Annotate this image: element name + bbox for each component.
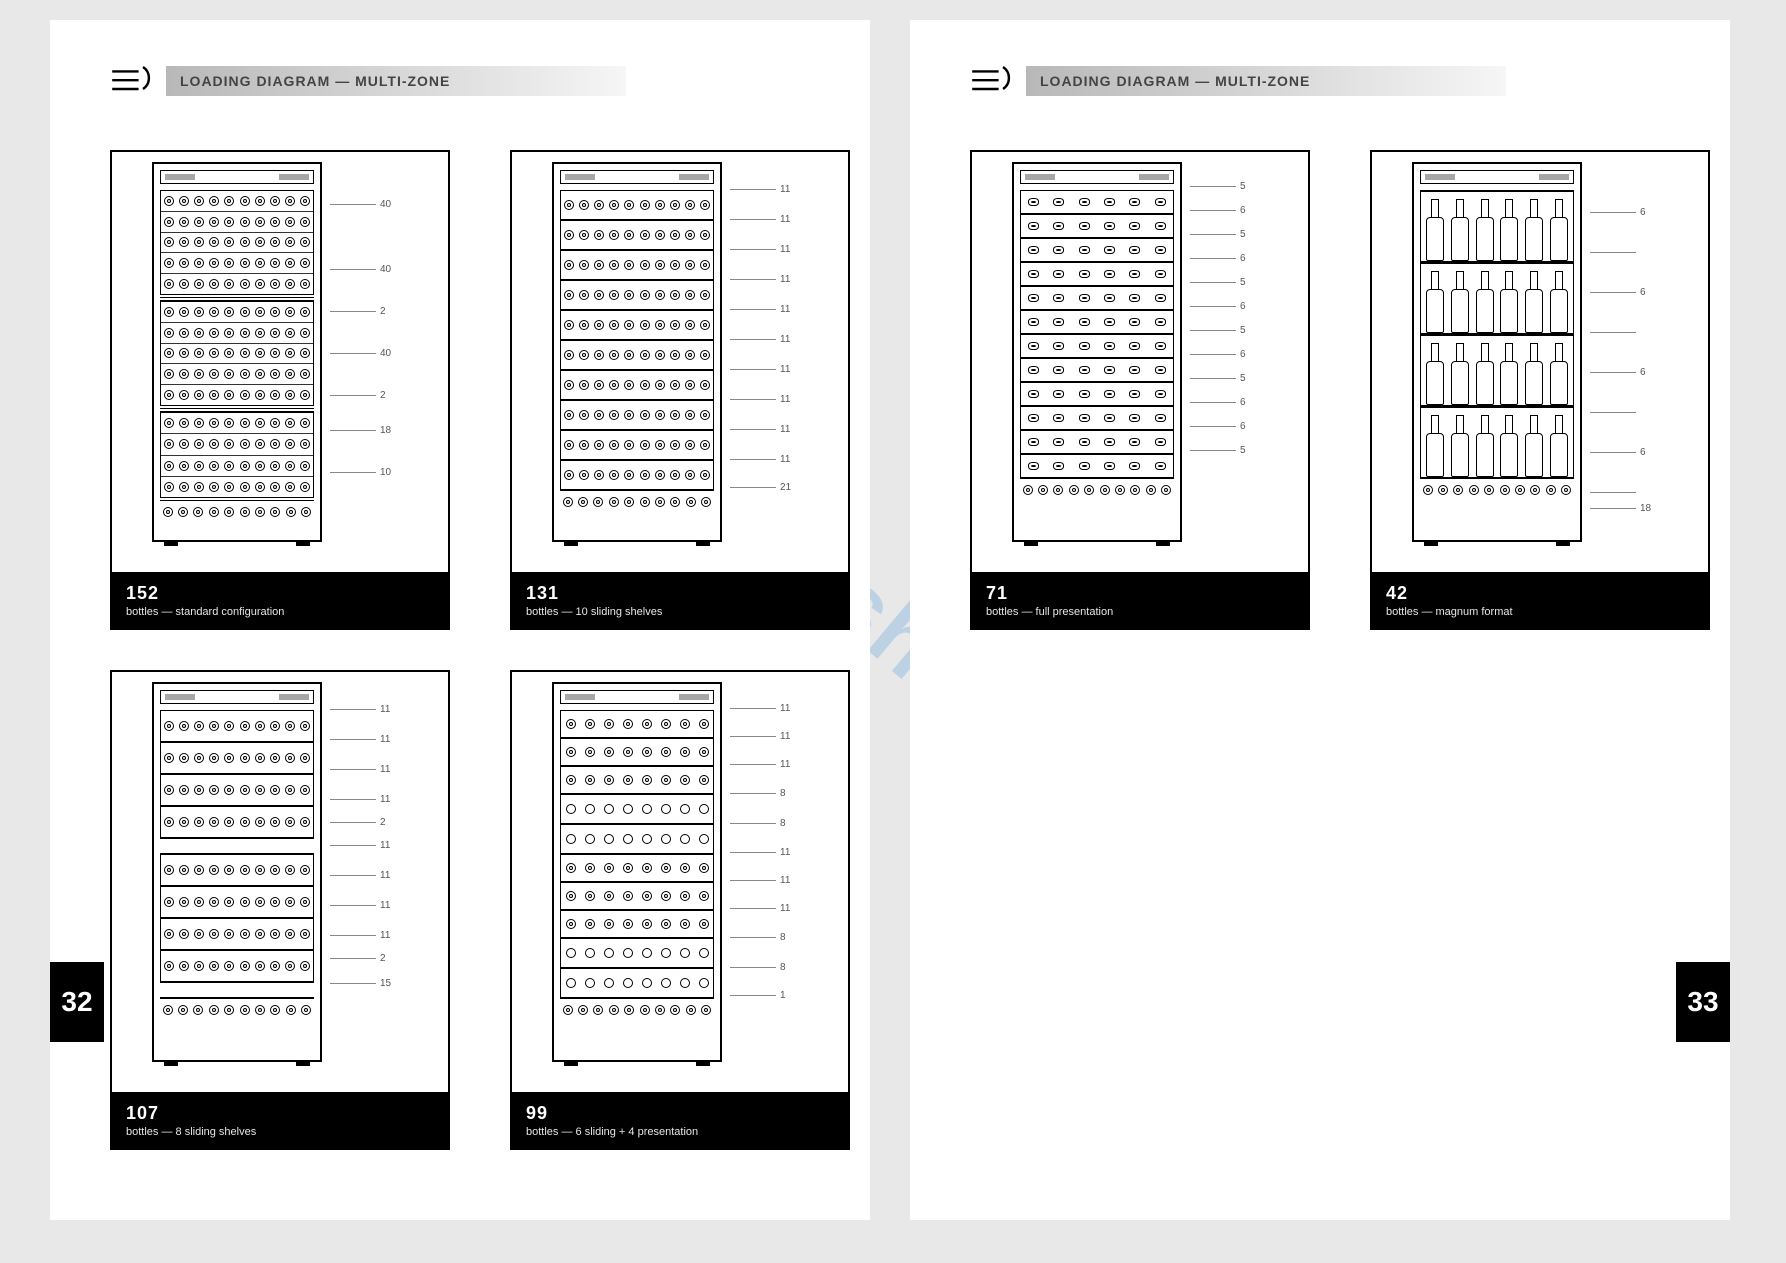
config-description: bottles — 10 sliding shelves — [526, 606, 848, 618]
config-card: 11111111211111111215 107 bottles — 8 sli… — [110, 670, 450, 1150]
lead-line: 5 — [1190, 222, 1246, 246]
lead-line: 11 — [730, 838, 790, 866]
bottle-count: 71 — [986, 583, 1308, 604]
page-left: 32 LOADING DIAGRAM — MULTI-ZONE 40402402… — [50, 20, 870, 1220]
bottle-count: 152 — [126, 583, 448, 604]
lead-line: 6 — [1190, 414, 1246, 438]
config-description: bottles — 6 sliding + 4 presentation — [526, 1126, 848, 1138]
card-footer: 131 bottles — 10 sliding shelves — [512, 572, 848, 628]
lead-line: 11 — [730, 694, 790, 722]
lead-line: 5 — [1190, 270, 1246, 294]
lead-line: 11 — [730, 866, 790, 894]
lead-line: 18 — [330, 402, 391, 458]
lead-line: 6 — [1190, 342, 1246, 366]
card-footer: 71 bottles — full presentation — [972, 572, 1308, 628]
lead-line: 5 — [1190, 174, 1246, 198]
lead-line: 11 — [730, 414, 791, 444]
section-title-left: LOADING DIAGRAM — MULTI-ZONE — [166, 66, 626, 96]
config-card: 11111188111111881 99 bottles — 6 sliding… — [510, 670, 850, 1150]
config-description: bottles — 8 sliding shelves — [126, 1126, 448, 1138]
lead-line: 11 — [730, 444, 791, 474]
lead-line: 11 — [730, 264, 791, 294]
lead-line: 6 — [1190, 390, 1246, 414]
lead-line: 5 — [1190, 366, 1246, 390]
card-footer: 42 bottles — magnum format — [1372, 572, 1708, 628]
lead-line: 21 — [730, 474, 791, 500]
lead-line: 40 — [330, 174, 391, 234]
lead-line: 11 — [330, 920, 391, 950]
bottle-count: 42 — [1386, 583, 1708, 604]
lead-line: 8 — [730, 952, 790, 982]
lead-line: 15 — [330, 966, 391, 1000]
lead-line: 5 — [1190, 318, 1246, 342]
lead-line: 11 — [730, 894, 790, 922]
lead-line: 11 — [730, 384, 791, 414]
lead-line: 11 — [730, 750, 790, 778]
bottle-count: 131 — [526, 583, 848, 604]
lead-line: 2 — [330, 950, 391, 966]
lead-line: 11 — [730, 174, 791, 204]
section-title-right: LOADING DIAGRAM — MULTI-ZONE — [1026, 66, 1506, 96]
lead-line: 11 — [330, 724, 391, 754]
lead-line: 6 — [1190, 294, 1246, 318]
lead-line: 8 — [730, 808, 790, 838]
lead-line: 2 — [330, 814, 391, 830]
lead-line: 5 — [1190, 438, 1246, 462]
page-number-right: 33 — [1676, 962, 1730, 1042]
lead-line: 11 — [330, 754, 391, 784]
lead-line: 11 — [730, 324, 791, 354]
lead-line: 11 — [730, 722, 790, 750]
card-footer: 107 bottles — 8 sliding shelves — [112, 1092, 448, 1148]
card-grid-left: 404024021810 152 bottles — standard conf… — [110, 150, 850, 1150]
lead-line: 2 — [330, 388, 391, 402]
lead-line: 11 — [730, 354, 791, 384]
lead-line: 11 — [330, 784, 391, 814]
card-footer: 152 bottles — standard configuration — [112, 572, 448, 628]
config-card: 404024021810 152 bottles — standard conf… — [110, 150, 450, 630]
lead-line: 11 — [330, 830, 391, 860]
lead-line: 8 — [730, 778, 790, 808]
bottle-count: 99 — [526, 1103, 848, 1124]
header-left: LOADING DIAGRAM — MULTI-ZONE — [110, 56, 870, 105]
lead-line: 6 — [1590, 174, 1651, 250]
wine-bottles-icon — [970, 56, 1014, 105]
lead-line: 18 — [1590, 494, 1651, 522]
config-card: 565656565665 71 bottles — full presentat… — [970, 150, 1310, 630]
lead-line: 6 — [1590, 254, 1651, 330]
bottle-count: 107 — [126, 1103, 448, 1124]
lead-line: 6 — [1590, 334, 1651, 410]
wine-bottles-icon — [110, 56, 154, 105]
lead-line: 11 — [330, 860, 391, 890]
lead-line: 11 — [330, 694, 391, 724]
lead-line: 11 — [730, 204, 791, 234]
card-grid-right: 565656565665 71 bottles — full presentat… — [970, 150, 1710, 630]
lead-line: 40 — [330, 234, 391, 304]
page-number-left: 32 — [50, 962, 104, 1042]
lead-line: 6 — [1590, 414, 1651, 490]
config-card: 666618 42 bottles — magnum format — [1370, 150, 1710, 630]
config-card: 1111111111111111111121 131 bottles — 10 … — [510, 150, 850, 630]
lead-line: 11 — [730, 294, 791, 324]
lead-line: 10 — [330, 458, 391, 486]
header-right: LOADING DIAGRAM — MULTI-ZONE — [970, 56, 1730, 105]
lead-line: 6 — [1190, 198, 1246, 222]
lead-line: 11 — [730, 234, 791, 264]
lead-line: 40 — [330, 318, 391, 388]
card-footer: 99 bottles — 6 sliding + 4 presentation — [512, 1092, 848, 1148]
page-right: 33 LOADING DIAGRAM — MULTI-ZONE 56565656… — [910, 20, 1730, 1220]
lead-line: 6 — [1190, 246, 1246, 270]
lead-line: 11 — [330, 890, 391, 920]
lead-line: 1 — [730, 982, 790, 1008]
lead-line: 2 — [330, 304, 391, 318]
lead-line: 8 — [730, 922, 790, 952]
config-description: bottles — full presentation — [986, 606, 1308, 618]
config-description: bottles — standard configuration — [126, 606, 448, 618]
config-description: bottles — magnum format — [1386, 606, 1708, 618]
